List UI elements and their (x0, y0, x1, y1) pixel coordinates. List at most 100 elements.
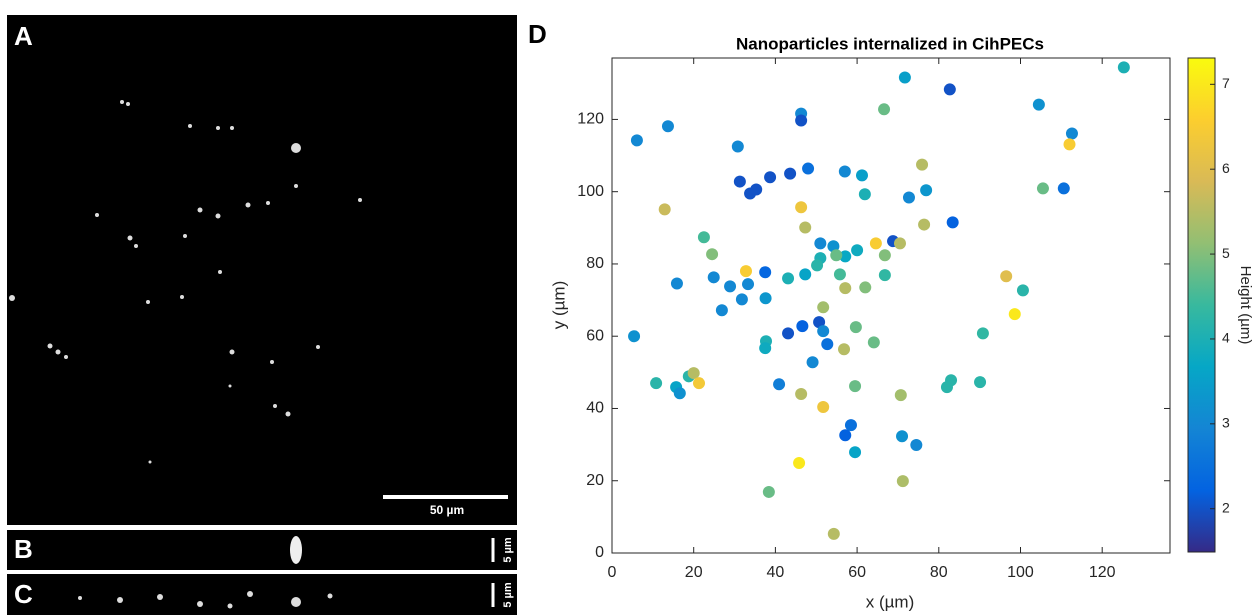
data-point (898, 71, 911, 84)
y-axis-label: y (µm) (549, 281, 568, 330)
data-point (784, 167, 797, 180)
data-point (869, 237, 882, 250)
data-point (795, 114, 808, 127)
chart-title: Nanoparticles internalized in CihPECs (736, 34, 1044, 53)
colorbar-tick-label: 7 (1222, 75, 1230, 91)
x-axis-label: x (µm) (866, 592, 915, 611)
data-point (896, 430, 909, 443)
data-point (650, 377, 663, 390)
x-tick-label: 100 (1007, 564, 1034, 581)
colorbar-tick-label: 3 (1222, 415, 1230, 431)
scale-bar-label: 5 µm (502, 582, 514, 608)
colorbar-tick-label: 2 (1222, 499, 1230, 515)
data-point (813, 316, 826, 329)
x-tick-label: 60 (848, 564, 866, 581)
data-point (759, 342, 772, 355)
data-point (855, 169, 868, 182)
y-tick-label: 120 (577, 111, 604, 128)
data-point (817, 301, 830, 314)
data-point (707, 271, 720, 284)
x-tick-label: 40 (766, 564, 784, 581)
data-point (724, 280, 737, 293)
data-point (630, 134, 643, 147)
data-point (670, 277, 683, 290)
data-point (867, 336, 880, 349)
x-tick-label: 80 (930, 564, 948, 581)
x-tick-label: 20 (685, 564, 703, 581)
y-tick-label: 0 (595, 544, 604, 561)
data-point (661, 120, 674, 133)
particle (290, 536, 302, 564)
micrograph-b (7, 530, 517, 570)
data-point (910, 438, 923, 451)
data-point (1065, 127, 1078, 140)
data-point (806, 356, 819, 369)
data-point (839, 282, 852, 295)
data-point (1008, 308, 1021, 321)
y-tick-label: 60 (586, 327, 604, 344)
data-point (1063, 138, 1076, 151)
x-tick-label: 0 (608, 564, 617, 581)
micrograph-c (7, 574, 517, 615)
colorbar (1187, 57, 1216, 553)
data-point (821, 338, 834, 351)
data-point (839, 250, 852, 263)
y-tick-label: 100 (577, 183, 604, 200)
data-point (814, 237, 827, 250)
data-point (1057, 182, 1070, 195)
y-tick-label: 80 (586, 255, 604, 272)
y-tick-label: 40 (586, 400, 604, 417)
data-point (893, 237, 906, 250)
data-point (759, 292, 772, 305)
data-point (1000, 270, 1013, 283)
data-point (731, 140, 744, 153)
colorbar-tick-label: 5 (1222, 245, 1230, 261)
data-point (799, 268, 812, 281)
panel-label: B (14, 534, 33, 564)
data-point (773, 378, 786, 391)
data-point (833, 268, 846, 281)
data-point (878, 269, 891, 282)
data-point (793, 457, 806, 470)
data-point (849, 321, 862, 334)
data-point (945, 374, 958, 387)
data-point (918, 218, 931, 231)
data-point (1016, 284, 1029, 297)
data-point (795, 388, 808, 401)
data-point (733, 175, 746, 188)
data-point (811, 259, 824, 272)
data-point (706, 248, 719, 261)
plot-area (611, 57, 1171, 554)
data-point (896, 475, 909, 488)
data-point (827, 527, 840, 540)
data-point (782, 327, 795, 340)
colorbar-tick-label: 4 (1222, 330, 1230, 346)
scale-bar-label: 50 µm (430, 503, 464, 517)
data-point (838, 165, 851, 178)
data-point (849, 380, 862, 393)
data-point (735, 293, 748, 306)
data-point (1032, 98, 1045, 111)
data-point (838, 343, 851, 356)
data-point (851, 244, 864, 257)
data-point (827, 240, 840, 253)
data-point (943, 83, 956, 96)
colorbar-label: Height (µm) (1237, 266, 1254, 345)
data-point (795, 201, 808, 214)
data-point (839, 429, 852, 442)
scale-bar-label: 5 µm (502, 537, 514, 563)
data-point (658, 203, 671, 216)
data-point (916, 158, 929, 171)
data-point (796, 320, 809, 333)
data-point (830, 249, 843, 262)
data-point (894, 389, 907, 402)
data-point (687, 367, 700, 380)
data-point (849, 446, 862, 459)
data-point (878, 249, 891, 262)
data-point (858, 188, 871, 201)
data-point (817, 325, 830, 338)
y-tick-label: 20 (586, 472, 604, 489)
particles-c (78, 591, 333, 609)
data-point (744, 187, 757, 200)
